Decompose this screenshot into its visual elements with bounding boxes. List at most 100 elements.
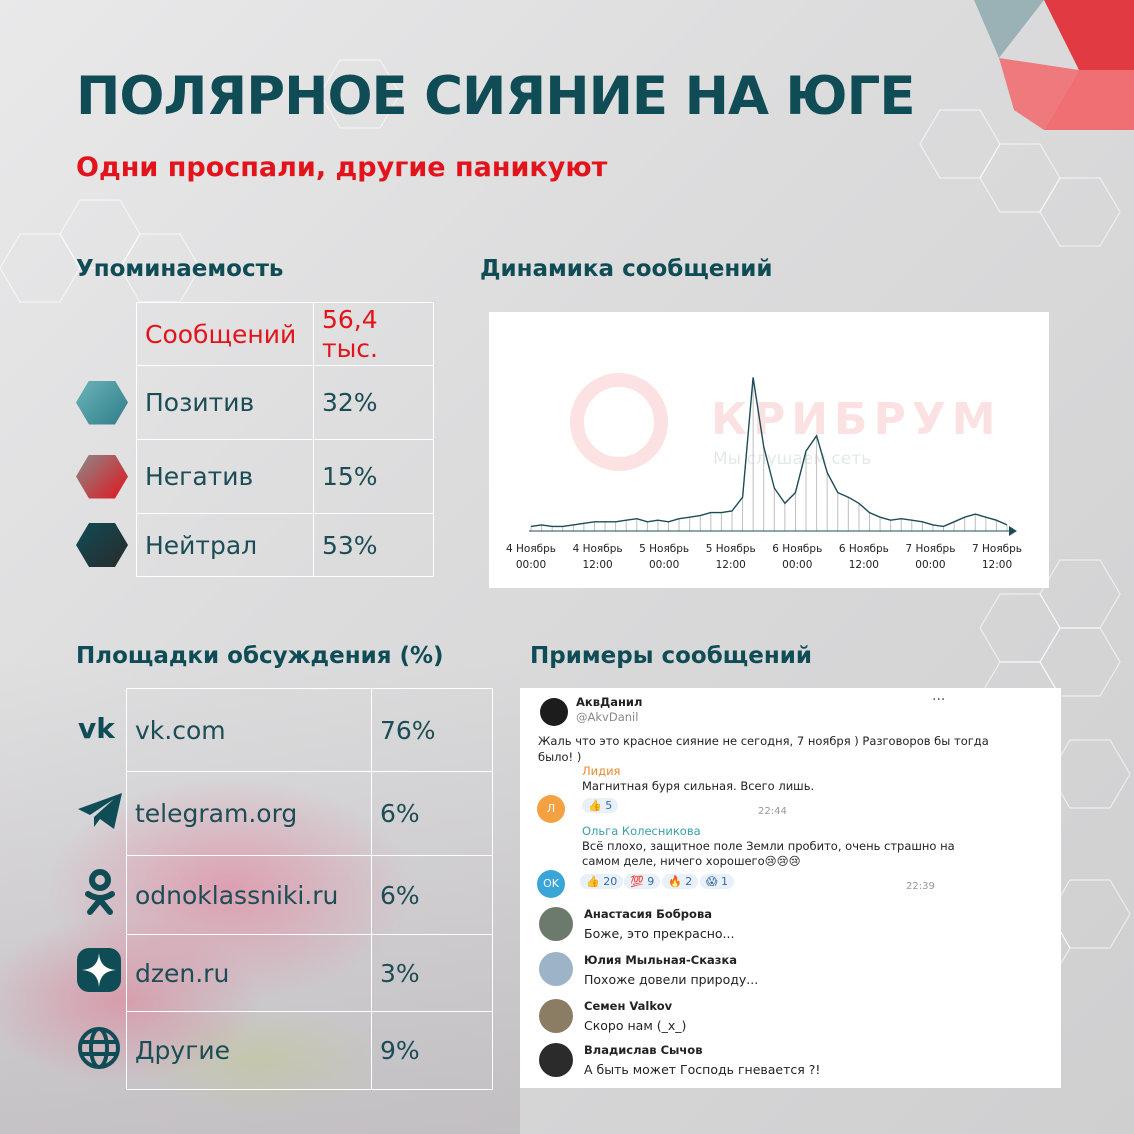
reply-author: Ольга Колесникова (582, 824, 701, 838)
platform-value: 6% (371, 771, 493, 856)
avatar (540, 698, 568, 726)
sentiment-label: Позитив (136, 365, 314, 440)
x-tick-label: 00:00 (782, 559, 812, 571)
comment-text: Похоже довели природу... (584, 972, 759, 987)
chart-svg: КРИБРУМ Мы слушаем сеть 4 Ноябрь 00:00 4 Н… (506, 373, 1022, 571)
reply-author: Лидия (582, 764, 621, 778)
comment-text: Скоро нам (_x_) (584, 1018, 687, 1033)
avatar (539, 907, 573, 941)
avatar (539, 999, 573, 1033)
x-tick-label: 7 Ноябрь (905, 543, 955, 555)
comment-text: А быть может Господь гневается ?! (584, 1062, 821, 1077)
avatar (539, 1043, 573, 1077)
x-tick-label: 4 Ноябрь (573, 543, 623, 555)
table-row: vk vk.com 76% (76, 688, 493, 772)
x-tick-label: 4 Ноябрь (506, 543, 556, 555)
reply-text: Магнитная буря сильная. Всего лишь. (582, 779, 815, 793)
platform-label: telegram.org (126, 771, 372, 856)
series-line (530, 377, 1008, 528)
mentions-heading: Упоминаемость (76, 256, 284, 282)
post-author: АквДанил (576, 695, 643, 709)
table-row: dzen.ru 3% (76, 934, 493, 1012)
dzen-icon (77, 948, 121, 992)
corner-decoration (974, 0, 1134, 130)
comment-author: Семен Valkov (584, 999, 673, 1013)
x-tick-label: 5 Ноябрь (706, 543, 756, 555)
x-tick-label: 5 Ноябрь (639, 543, 689, 555)
examples-heading: Примеры сообщений (530, 643, 812, 669)
x-tick-label: 7 Ноябрь (972, 543, 1022, 555)
neutral-hexagon-icon (76, 523, 128, 567)
platform-value: 9% (371, 1011, 493, 1090)
x-tick-label: 12:00 (982, 559, 1012, 571)
table-row: Сообщений 56,4 тыс. (76, 302, 434, 366)
more-options-icon[interactable]: ··· (932, 692, 946, 708)
x-tick-label: 12:00 (582, 559, 612, 571)
table-row: odnoklassniki.ru 6% (76, 855, 493, 935)
platform-value: 3% (371, 934, 493, 1012)
reply-time: 22:44 (758, 806, 787, 817)
platform-label: Другие (126, 1011, 372, 1090)
platform-value: 76% (371, 688, 493, 772)
platform-value: 6% (371, 855, 493, 935)
kribrum-watermark: КРИБРУМ Мы слушаем сеть (570, 373, 1002, 471)
watermark-subtext: Мы слушаем сеть (713, 449, 871, 469)
svg-text:vk: vk (78, 712, 116, 742)
table-row: Нейтрал 53% (76, 513, 434, 577)
watermark-text: КРИБРУМ (711, 394, 1002, 445)
post-text-line1: Жаль что это красное сияние не сегодня, … (538, 734, 989, 748)
globe-icon (78, 1026, 120, 1069)
dynamics-heading: Динамика сообщений (480, 256, 773, 282)
messages-dynamics-chart: КРИБРУМ Мы слушаем сеть 4 Ноябрь 00:00 4 Н… (489, 312, 1049, 588)
post-handle: @AkvDanil (576, 710, 639, 724)
mentions-table: Сообщений 56,4 тыс. Позитив 32% Негатив … (76, 302, 434, 577)
x-tick-label: 6 Ноябрь (839, 543, 889, 555)
message-examples-panel: АквДанил @AkvDanil ··· Жаль что это крас… (520, 688, 1061, 1088)
avatar: OK (537, 870, 565, 898)
table-row: telegram.org 6% (76, 771, 493, 856)
reaction-badge[interactable]: 😱 1 (700, 874, 734, 889)
sentiment-value: 15% (313, 439, 434, 514)
platform-label: odnoklassniki.ru (126, 855, 372, 935)
x-tick-label: 12:00 (849, 559, 879, 571)
comment-author: Юлия Мыльная-Сказка (584, 953, 738, 967)
platforms-table: vk vk.com 76% telegram.org 6% odnoklassn… (76, 688, 493, 1090)
reaction-badge[interactable]: 👍 20 (580, 874, 624, 889)
comment-author: Анастасия Боброва (584, 907, 712, 921)
reaction-badge[interactable]: 🔥 2 (662, 874, 699, 889)
reply-time: 22:39 (906, 881, 935, 892)
table-row: Негатив 15% (76, 439, 434, 514)
x-tick-label: 12:00 (716, 559, 746, 571)
avatar (539, 952, 573, 986)
x-tick-label: 00:00 (649, 559, 679, 571)
sentiment-label: Негатив (136, 439, 314, 514)
post-text-line2: было! ) (538, 750, 582, 764)
sentiment-value: 53% (313, 513, 434, 577)
platform-label: dzen.ru (126, 934, 372, 1012)
sentiment-value: 32% (313, 365, 434, 440)
telegram-icon (78, 792, 122, 829)
positive-hexagon-icon (76, 380, 128, 425)
reply-text: самом деле, ничего хорошего😢😢😢 (582, 854, 801, 868)
vk-icon: vk (78, 712, 116, 745)
odnoklassniki-icon (85, 869, 115, 915)
table-row: Позитив 32% (76, 365, 434, 440)
messages-value: 56,4 тыс. (313, 302, 434, 366)
page-title: ПОЛЯРНОЕ СИЯНИЕ НА ЮГЕ (76, 66, 916, 127)
x-tick-label: 00:00 (915, 559, 945, 571)
reaction-badge[interactable]: 💯 9 (624, 874, 661, 889)
comment-author: Владислав Сычов (584, 1043, 703, 1057)
negative-hexagon-icon (76, 454, 128, 499)
platform-label: vk.com (126, 688, 372, 772)
x-tick-label: 6 Ноябрь (772, 543, 822, 555)
x-axis-arrow-icon (1009, 526, 1017, 536)
table-row: Другие 9% (76, 1011, 493, 1090)
messages-label: Сообщений (136, 302, 314, 366)
reply-text: Всё плохо, защитное поле Земли пробито, … (582, 839, 955, 853)
sentiment-label: Нейтрал (136, 513, 314, 577)
x-tick-label: 00:00 (516, 559, 546, 571)
page-subtitle: Одни проспали, другие паникуют (76, 152, 608, 183)
reaction-badge[interactable]: 👍 5 (582, 798, 619, 813)
comment-text: Боже, это прекрасно... (584, 926, 735, 941)
